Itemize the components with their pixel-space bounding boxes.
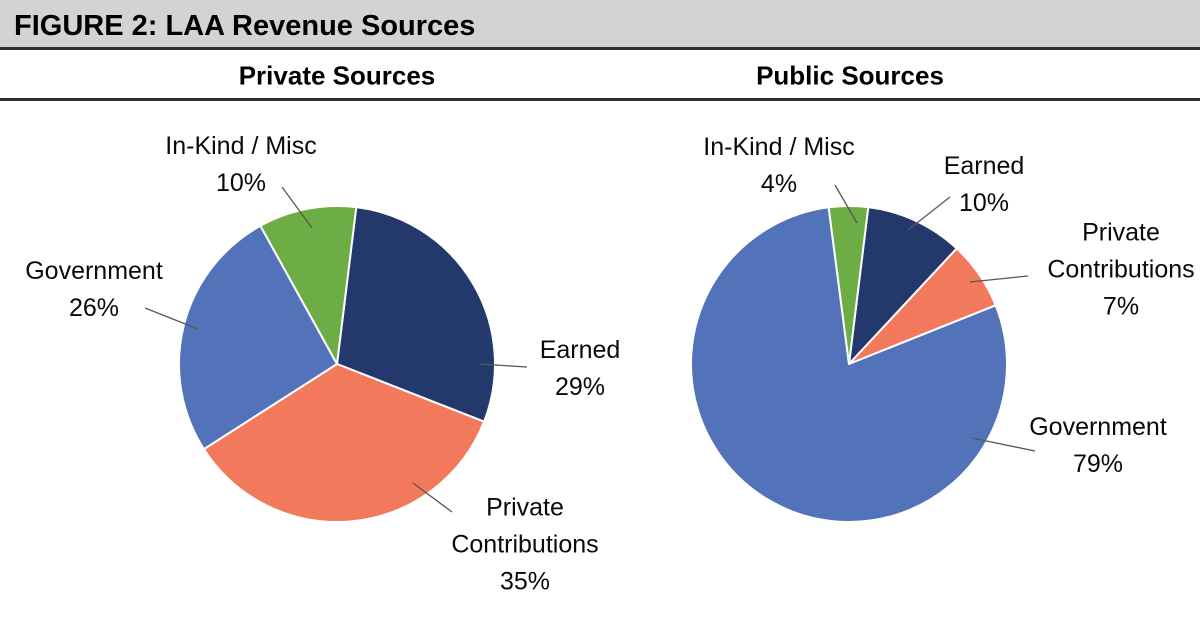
slice-label-private-contributions: Private Contributions 7% (1047, 215, 1194, 326)
slice-label-percent: 10% (958, 189, 1010, 217)
leader-line-in-kind-misc (281, 186, 313, 229)
slice-label-percent: 10% (215, 169, 267, 197)
leader-line-private-contributions (412, 482, 453, 513)
slice-label-in-kind-misc: In-Kind / Misc 10% (165, 128, 316, 202)
divider-top (0, 47, 1200, 50)
slice-label-private-contributions: Private Contributions 35% (451, 490, 598, 601)
leader-line-private-contributions (969, 275, 1029, 283)
leader-line-government (144, 307, 199, 330)
pie-slice-government (178, 224, 338, 451)
slice-label-in-kind-misc: In-Kind / Misc 4% (703, 129, 854, 203)
divider-bottom (0, 98, 1200, 101)
slice-label-name: Private Contributions (451, 493, 599, 559)
slice-label-percent: 7% (1102, 292, 1140, 321)
leader-line-government (971, 437, 1036, 452)
pie-slice-earned (336, 206, 496, 423)
public-sources-heading: Public Sources (756, 60, 944, 91)
slice-label-name: Private Contributions (1047, 218, 1195, 284)
slice-label-name: In-Kind / Misc (165, 132, 317, 160)
slice-label-name: Government (25, 257, 163, 285)
slice-label-percent: 4% (760, 170, 798, 198)
pie-slice-in-kind-misc (259, 205, 358, 365)
slice-label-name: In-Kind / Misc (703, 133, 855, 161)
slice-label-government: Government 79% (1029, 409, 1167, 483)
slice-label-earned: Earned 10% (944, 148, 1025, 222)
figure-title: FIGURE 2: LAA Revenue Sources (14, 10, 476, 42)
slice-label-percent: 35% (499, 567, 551, 596)
slice-label-government: Government 26% (25, 253, 163, 327)
slice-label-name: Earned (943, 152, 1025, 180)
leader-line-in-kind-misc (834, 184, 858, 224)
figure-header: FIGURE 2: LAA Revenue Sources (0, 0, 1200, 47)
slice-label-name: Earned (539, 336, 621, 364)
slice-label-percent: 26% (68, 294, 120, 322)
slice-label-name: Government (1029, 413, 1167, 441)
slice-label-earned: Earned 29% (540, 332, 621, 406)
pie-slice-in-kind-misc (827, 205, 870, 365)
pie-slice-earned (848, 206, 958, 365)
slice-label-percent: 79% (1072, 450, 1124, 478)
slice-label-percent: 29% (554, 373, 606, 401)
leader-line-earned (479, 363, 528, 368)
leader-line-earned (907, 196, 951, 231)
pie-slice-private-contributions (202, 363, 486, 523)
private-sources-heading: Private Sources (238, 60, 436, 91)
